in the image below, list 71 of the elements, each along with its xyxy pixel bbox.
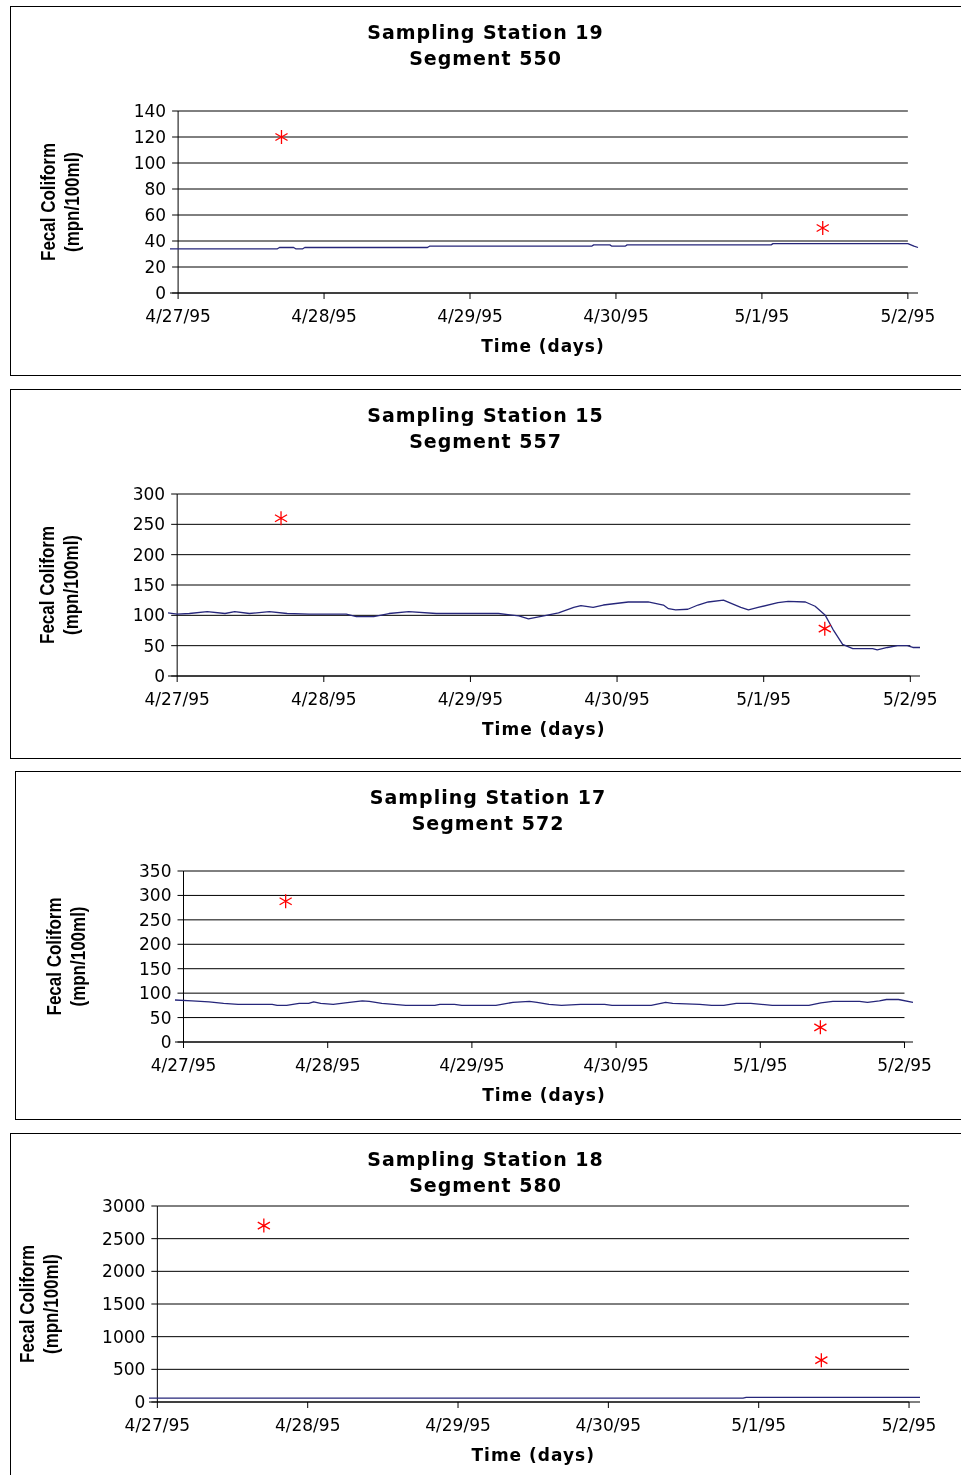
x-tick-label: 5/1/95: [731, 1415, 787, 1435]
chart-title: Sampling Station 17: [369, 786, 607, 808]
y-tick-label: 100: [133, 152, 167, 173]
x-tick-label: 4/27/95: [150, 1055, 217, 1075]
y-tick-label: 1000: [102, 1326, 146, 1347]
y-tick-label: 300: [139, 885, 172, 906]
x-tick-label: 4/29/95: [425, 1415, 491, 1435]
x-tick-label: 4/29/95: [437, 306, 503, 326]
x-tick-label: 4/28/95: [274, 1415, 341, 1435]
x-tick-label: 5/2/95: [877, 1055, 932, 1075]
x-tick-label: 5/2/95: [881, 1415, 937, 1435]
x-tick-label: 4/28/95: [291, 306, 357, 326]
x-axis-title: Time (days): [482, 1085, 606, 1105]
chart-title: Sampling Station 15: [367, 404, 604, 426]
x-tick-label: 5/2/95: [882, 689, 938, 709]
y-tick-label: 120: [133, 126, 167, 147]
x-tick-label: 4/29/95: [437, 689, 504, 709]
y-tick-label: 0: [160, 1031, 172, 1052]
y-tick-label: 60: [144, 204, 167, 225]
y-tick-label: 0: [154, 665, 166, 686]
y-tick-label: 300: [132, 483, 166, 504]
x-tick-label: 4/29/95: [439, 1055, 505, 1075]
chart-subtitle: Segment 550: [409, 47, 562, 69]
x-axis-title: Time (days): [471, 1445, 595, 1465]
y-tick-label: 50: [143, 635, 166, 656]
chart-subtitle: Segment 557: [409, 430, 562, 452]
y-tick-label: 1500: [102, 1293, 146, 1314]
x-tick-label: 4/28/95: [291, 689, 357, 709]
y-axis-title: Fecal Coliform (mpn/100ml): [35, 526, 83, 644]
x-tick-label: 4/30/95: [575, 1415, 642, 1435]
x-tick-label: 4/30/95: [584, 689, 650, 709]
chart-subtitle: Segment 580: [409, 1174, 562, 1196]
y-tick-label: 250: [132, 514, 166, 535]
line-series: [167, 599, 921, 651]
y-tick-label: 250: [139, 909, 172, 930]
y-tick-label: 20: [144, 256, 167, 277]
x-tick-label: 4/27/95: [145, 306, 211, 326]
x-tick-label: 5/1/95: [736, 689, 792, 709]
y-tick-label: 80: [144, 178, 167, 199]
y-tick-label: 200: [139, 934, 172, 955]
x-axis-title: Time (days): [482, 719, 606, 739]
y-tick-label: 40: [144, 230, 167, 251]
x-tick-label: 5/1/95: [734, 306, 790, 326]
y-tick-label: 140: [133, 100, 167, 121]
x-tick-label: 4/30/95: [583, 1055, 649, 1075]
x-axis-title: Time (days): [481, 336, 605, 356]
chart-subtitle: Segment 572: [411, 812, 565, 834]
y-tick-label: 2000: [102, 1261, 146, 1282]
y-tick-label: 100: [139, 983, 172, 1004]
y-tick-label: 150: [139, 958, 172, 979]
y-axis-title: Fecal Coliform (mpn/100ml): [36, 143, 84, 261]
y-tick-label: 200: [132, 544, 166, 565]
chart-title: Sampling Station 18: [367, 1148, 604, 1170]
x-tick-label: 5/2/95: [880, 306, 936, 326]
y-tick-label: 3000: [102, 1195, 146, 1216]
y-tick-label: 100: [132, 605, 166, 626]
y-tick-label: 150: [132, 574, 166, 595]
y-tick-label: 350: [139, 860, 172, 881]
y-tick-label: 0: [155, 282, 167, 303]
y-tick-label: 0: [134, 1391, 146, 1412]
x-tick-label: 4/30/95: [583, 306, 649, 326]
y-axis-title: Fecal Coliform (mpn/100ml): [16, 1245, 63, 1363]
x-tick-label: 4/28/95: [294, 1055, 361, 1075]
chart-title: Sampling Station 19: [367, 21, 604, 43]
y-tick-label: 50: [149, 1007, 172, 1028]
x-tick-label: 4/27/95: [144, 689, 210, 709]
y-tick-label: 2500: [102, 1228, 146, 1249]
y-axis-title: Fecal Coliform (mpn/100ml): [42, 897, 89, 1016]
x-tick-label: 4/27/95: [124, 1415, 191, 1435]
x-tick-label: 5/1/95: [732, 1055, 788, 1075]
y-tick-label: 500: [112, 1359, 146, 1380]
